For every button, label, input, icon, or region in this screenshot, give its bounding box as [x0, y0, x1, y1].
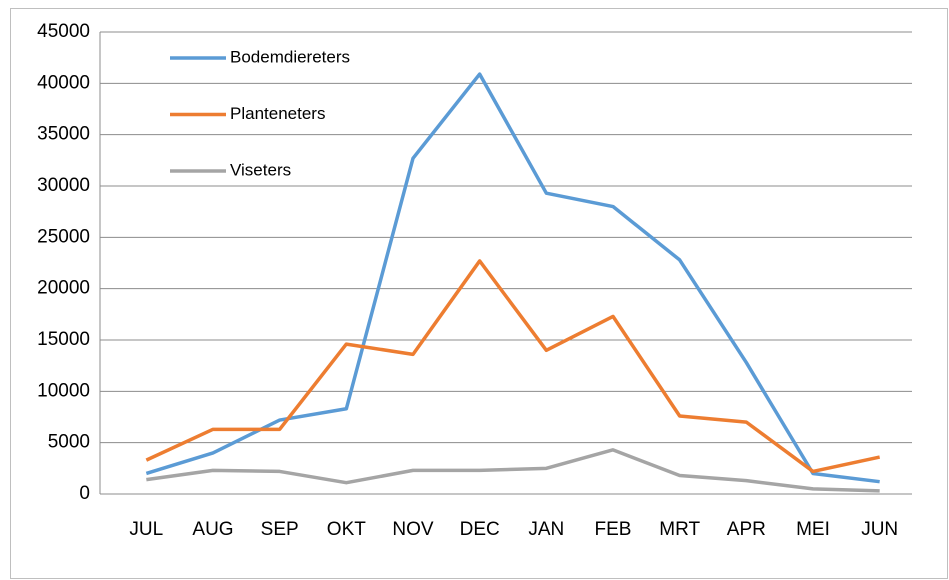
y-tick-label: 25000 [37, 226, 90, 247]
legend-label: Planteneters [230, 104, 325, 123]
y-tick-label: 40000 [37, 72, 90, 93]
x-tick-label: JAN [528, 519, 564, 540]
x-tick-label: SEP [261, 519, 299, 540]
x-tick-label: APR [727, 519, 766, 540]
legend-label: Viseters [230, 160, 291, 179]
x-tick-label: FEB [595, 519, 632, 540]
legend: Bodemdiereters Planteneters Viseters [170, 47, 350, 179]
y-tick-label: 20000 [37, 278, 90, 299]
x-tick-label: OKT [327, 519, 366, 540]
legend-label: Bodemdiereters [230, 47, 350, 66]
x-tick-label: MEI [796, 519, 830, 540]
y-tick-label: 0 [79, 483, 90, 504]
y-tick-label: 45000 [37, 21, 90, 42]
series-line [145, 72, 880, 484]
chart-border [10, 8, 948, 579]
x-tick-label: DEC [460, 519, 500, 540]
y-tick-label: 5000 [48, 432, 90, 453]
x-tick-label: MRT [659, 519, 700, 540]
x-tick-label: JUN [861, 519, 898, 540]
y-tick-label: 30000 [37, 175, 90, 196]
series-line [146, 448, 880, 493]
x-tick-label: NOV [392, 519, 434, 540]
x-tick-label: JUL [129, 519, 163, 540]
y-tick-label: 10000 [37, 380, 90, 401]
x-tick-label: AUG [192, 519, 233, 540]
y-tick-label: 35000 [37, 124, 90, 145]
y-tick-label: 15000 [37, 329, 90, 350]
series-line [145, 259, 881, 474]
